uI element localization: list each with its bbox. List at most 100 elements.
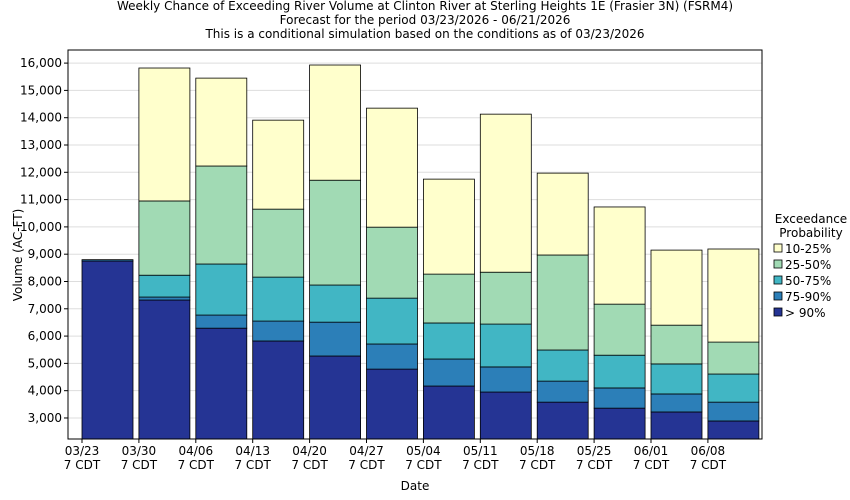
y-tick-label: 9,000 xyxy=(28,247,62,261)
bar-segment xyxy=(138,67,191,202)
bar-segment xyxy=(593,206,646,305)
x-tick-label: 7 CDT xyxy=(64,458,101,472)
bar-segment xyxy=(593,303,646,356)
bar-segment xyxy=(422,358,475,387)
bar-segment xyxy=(366,368,418,439)
bar-segment xyxy=(366,297,418,345)
x-tick-label: 03/30 xyxy=(122,444,157,458)
x-axis-label: Date xyxy=(401,479,430,493)
plot-frame xyxy=(67,49,763,440)
y-tick-label: 16,000 xyxy=(20,56,62,70)
bar-segment xyxy=(138,274,191,298)
legend-label: 75-90% xyxy=(785,290,831,304)
bar-segment xyxy=(252,340,305,439)
bar-segment xyxy=(707,248,760,343)
bar-segment xyxy=(138,299,191,439)
bar-segment xyxy=(422,273,475,324)
bar-segment xyxy=(252,276,305,322)
y-tick-label: 7,000 xyxy=(28,302,62,316)
legend-label: 25-50% xyxy=(785,258,831,272)
bar-segment xyxy=(593,387,646,409)
bar-segment xyxy=(252,320,305,342)
x-tick-label: 04/13 xyxy=(235,444,270,458)
legend-title: Exceedance xyxy=(775,212,847,226)
x-tick-label: 05/11 xyxy=(463,444,498,458)
bar-segment xyxy=(252,208,305,278)
bar-segment xyxy=(536,401,589,439)
y-tick-label: 5,000 xyxy=(28,356,62,370)
x-tick-label: 05/18 xyxy=(520,444,555,458)
bar-segment xyxy=(309,321,362,357)
bar-segment xyxy=(707,373,760,403)
bar-segment xyxy=(707,401,760,422)
chart-title: Weekly Chance of Exceeding River Volume … xyxy=(117,0,733,13)
x-tick-label: 7 CDT xyxy=(178,458,215,472)
bar-segment xyxy=(309,179,362,286)
x-tick-label: 7 CDT xyxy=(348,458,385,472)
x-tick-label: 7 CDT xyxy=(291,458,328,472)
x-tick-label: 03/23 xyxy=(65,444,100,458)
x-tick-label: 7 CDT xyxy=(234,458,271,472)
bar-segment xyxy=(366,343,418,370)
bars xyxy=(81,64,760,439)
bar-segment xyxy=(195,165,248,265)
bar-segment xyxy=(195,263,248,316)
x-tick-label: 06/01 xyxy=(634,444,669,458)
y-tick-label: 15,000 xyxy=(20,83,62,97)
y-tick-label: 8,000 xyxy=(28,274,62,288)
y-tick-label: 6,000 xyxy=(28,329,62,343)
bar-segment xyxy=(81,259,134,262)
x-tick-label: 04/06 xyxy=(179,444,214,458)
chart-subtitle: Forecast for the period 03/23/2026 - 06/… xyxy=(280,13,571,27)
x-tick-label: 7 CDT xyxy=(519,458,556,472)
bar-segment xyxy=(536,254,589,351)
bar-segment xyxy=(138,200,191,276)
bar-segment xyxy=(252,119,305,210)
bar-segment xyxy=(195,77,248,167)
legend-swatch xyxy=(773,259,783,269)
x-tick-label: 04/27 xyxy=(349,444,384,458)
y-tick-label: 3,000 xyxy=(28,411,62,425)
bar-segment xyxy=(650,324,703,365)
y-tick-label: 10,000 xyxy=(20,220,62,234)
bar-segment xyxy=(650,393,703,413)
x-tick-label: 7 CDT xyxy=(633,458,670,472)
legend-swatch xyxy=(773,243,783,253)
x-tick-label: 7 CDT xyxy=(405,458,442,472)
y-tick-label: 11,000 xyxy=(20,193,62,207)
legend-label: 50-75% xyxy=(785,274,831,288)
x-tick-label: 04/20 xyxy=(292,444,327,458)
bar-segment xyxy=(195,327,248,439)
legend-title: Probability xyxy=(779,226,842,240)
bar-segment xyxy=(707,341,760,375)
bar-segment xyxy=(422,322,475,360)
bar-segment xyxy=(536,380,589,403)
legend-swatch xyxy=(773,291,783,301)
bar-segment xyxy=(536,349,589,382)
legend-swatch xyxy=(773,275,783,285)
y-tick-label: 14,000 xyxy=(20,111,62,125)
chart-subtitle: This is a conditional simulation based o… xyxy=(204,27,644,41)
x-tick-label: 7 CDT xyxy=(121,458,158,472)
bar-segment xyxy=(479,271,532,325)
x-tick-label: 05/25 xyxy=(577,444,612,458)
legend-label: > 90% xyxy=(785,306,826,320)
x-tick-label: 7 CDT xyxy=(690,458,727,472)
legend-swatch xyxy=(773,307,783,317)
bar-segment xyxy=(479,323,532,368)
x-tick-label: 06/08 xyxy=(691,444,726,458)
bar-segment xyxy=(650,249,703,326)
x-tick-label: 7 CDT xyxy=(462,458,499,472)
bar-segment xyxy=(366,226,418,299)
bar-segment xyxy=(195,314,248,329)
bar-segment xyxy=(309,284,362,323)
bar-segment xyxy=(479,366,532,393)
bar-segment xyxy=(422,385,475,439)
bar-segment xyxy=(309,355,362,439)
bar-segment xyxy=(309,64,362,181)
bar-segment xyxy=(593,354,646,389)
x-tick-label: 7 CDT xyxy=(576,458,613,472)
y-tick-label: 12,000 xyxy=(20,165,62,179)
y-axis-label: Volume (AC-FT) xyxy=(11,209,25,302)
